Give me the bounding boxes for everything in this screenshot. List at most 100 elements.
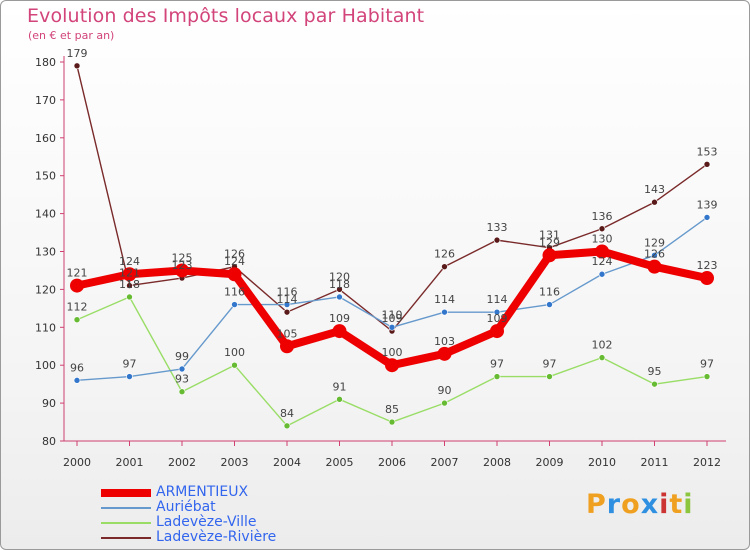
data-point — [178, 388, 186, 396]
y-tick-label: 120 — [35, 283, 56, 296]
data-label: 131 — [539, 229, 560, 242]
data-label: 97 — [543, 358, 557, 371]
x-tick-label: 2011 — [641, 456, 669, 469]
data-label: 109 — [382, 312, 403, 325]
data-point — [542, 248, 557, 263]
data-point — [336, 293, 343, 301]
data-point — [70, 278, 84, 293]
x-tick-label: 2006 — [378, 456, 406, 469]
data-label: 124 — [119, 255, 140, 268]
x-tick-label: 2000 — [63, 456, 91, 469]
legend-label: Auriébat — [156, 499, 216, 515]
data-label: 120 — [329, 270, 350, 283]
data-label: 130 — [592, 233, 613, 246]
data-point — [546, 301, 553, 308]
data-point — [493, 308, 501, 316]
legend-swatch — [101, 507, 151, 509]
data-label: 100 — [382, 346, 403, 359]
data-label: 116 — [277, 286, 298, 299]
data-label: 125 — [172, 251, 193, 264]
x-tick-label: 2002 — [168, 456, 196, 469]
x-tick-label: 2005 — [326, 456, 354, 469]
data-label: 153 — [697, 145, 718, 158]
data-label: 126 — [434, 248, 455, 261]
data-label: 105 — [277, 327, 298, 340]
data-label: 96 — [70, 361, 84, 374]
data-label: 109 — [329, 312, 350, 325]
data-label: 136 — [592, 210, 613, 223]
data-point — [703, 161, 711, 168]
data-label: 139 — [697, 198, 718, 211]
data-point — [283, 422, 291, 430]
data-point — [388, 323, 396, 331]
data-point — [441, 308, 448, 316]
data-point — [703, 214, 711, 221]
data-point — [280, 339, 294, 354]
data-point — [332, 324, 347, 339]
data-label: 179 — [67, 47, 88, 60]
data-point — [385, 358, 399, 373]
logo-letter: o — [621, 489, 641, 520]
y-tick-label: 150 — [35, 170, 56, 183]
data-label: 126 — [644, 248, 665, 261]
logo-letter: i — [683, 489, 694, 520]
data-label: 97 — [123, 358, 137, 371]
data-point — [598, 225, 606, 233]
data-label: 93 — [175, 373, 189, 386]
data-point — [283, 308, 291, 316]
data-label: 116 — [224, 286, 245, 299]
data-point — [336, 396, 343, 403]
data-label: 121 — [119, 267, 140, 280]
y-tick-label: 100 — [35, 359, 56, 372]
data-point — [126, 373, 133, 380]
y-tick-label: 130 — [35, 246, 56, 259]
legend-swatch — [101, 489, 151, 497]
data-label: 112 — [67, 301, 88, 314]
data-label: 85 — [385, 403, 399, 416]
data-point — [231, 301, 238, 308]
y-tick-label: 90 — [42, 397, 56, 410]
data-label: 91 — [333, 380, 347, 393]
y-tick-label: 180 — [35, 56, 56, 69]
data-point — [598, 270, 606, 278]
x-tick-label: 2012 — [693, 456, 721, 469]
data-label: 97 — [700, 358, 714, 371]
data-label: 90 — [438, 384, 452, 397]
legend-label: Ladevèze-Rivière — [156, 529, 277, 545]
data-point — [647, 259, 662, 274]
data-label: 123 — [697, 259, 718, 272]
data-label: 100 — [224, 346, 245, 359]
data-label: 110 — [382, 308, 403, 321]
chart-title: Evolution des Impôts locaux par Habitant — [27, 5, 425, 27]
data-point — [441, 263, 448, 270]
legend-swatch — [101, 537, 151, 539]
x-tick-label: 2010 — [588, 456, 616, 469]
x-tick-label: 2007 — [431, 456, 459, 469]
data-point — [73, 316, 81, 324]
data-label: 129 — [539, 236, 560, 249]
data-point — [178, 365, 186, 373]
data-label: 133 — [487, 221, 508, 234]
y-tick-label: 170 — [35, 94, 56, 107]
data-label: 121 — [67, 267, 88, 280]
data-point — [598, 354, 606, 361]
chart-subtitle: (en € et par an) — [28, 29, 115, 42]
data-label: 123 — [172, 259, 193, 272]
data-label: 118 — [119, 278, 140, 291]
legend-label: Ladevèze-Ville — [156, 514, 257, 530]
data-point — [126, 282, 133, 289]
logo-letter: i — [659, 489, 670, 520]
data-label: 124 — [592, 255, 613, 268]
data-point — [73, 62, 81, 70]
data-point — [388, 418, 396, 426]
data-point — [122, 267, 137, 282]
data-point — [703, 373, 711, 380]
data-point — [441, 399, 448, 407]
x-tick-label: 2003 — [221, 456, 249, 469]
logo-letter: r — [606, 489, 622, 520]
y-tick-label: 160 — [35, 132, 56, 145]
data-point — [490, 324, 504, 339]
data-point — [546, 373, 553, 380]
data-point — [595, 244, 609, 259]
